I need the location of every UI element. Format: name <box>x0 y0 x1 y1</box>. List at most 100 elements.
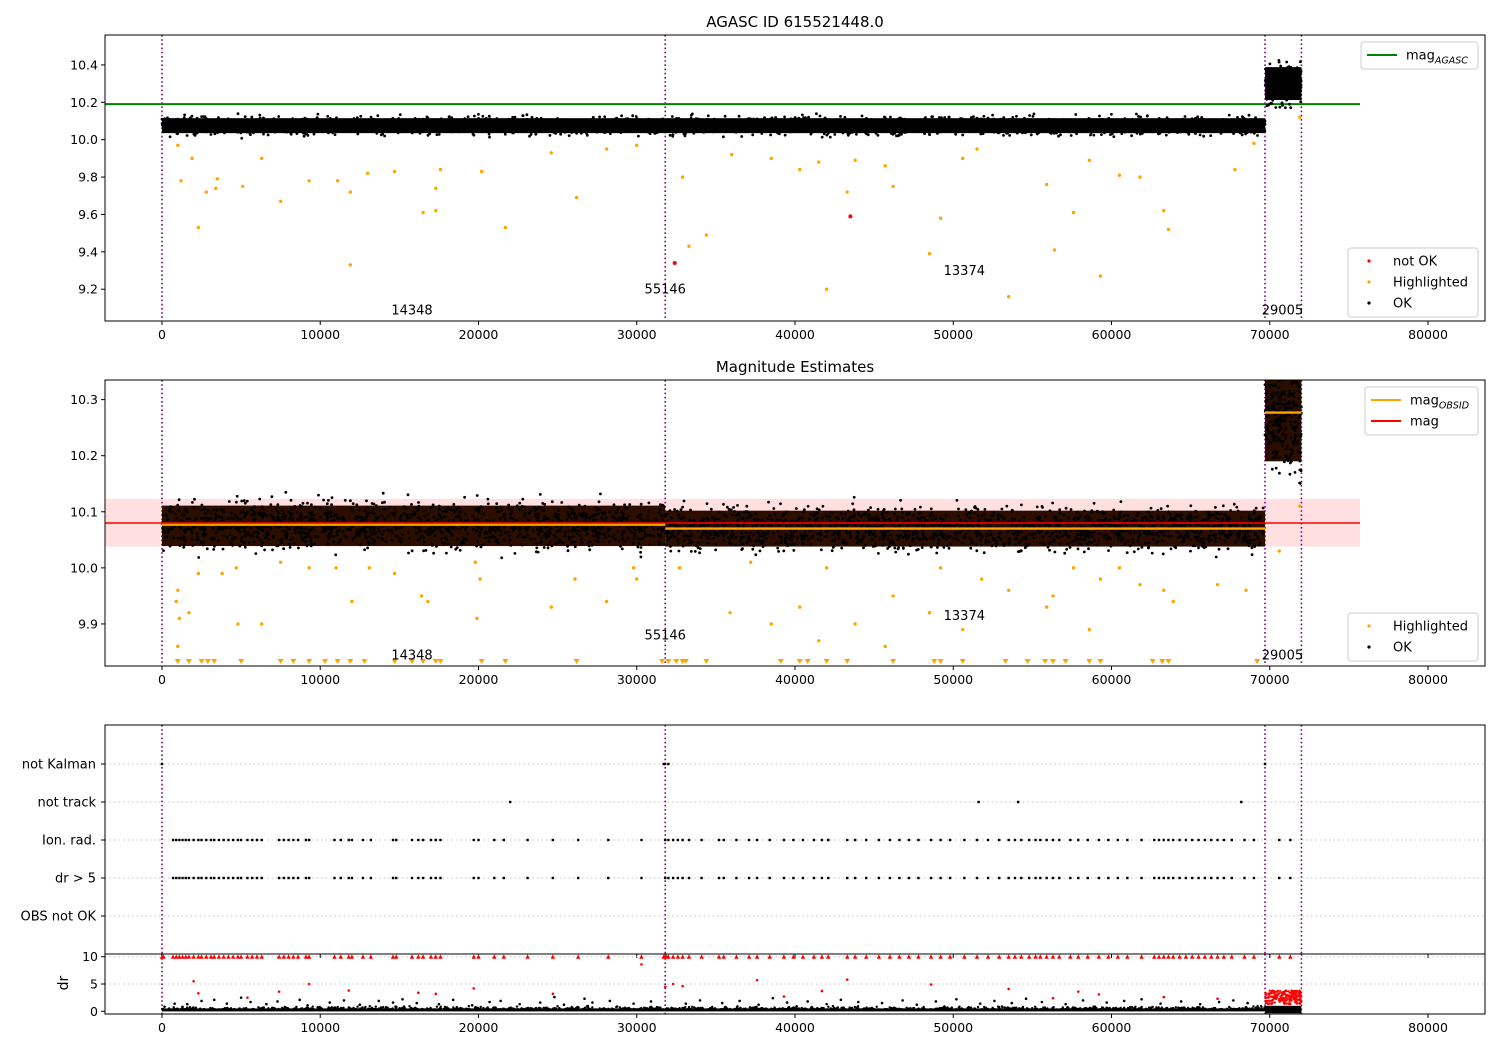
ok-point <box>1024 131 1027 134</box>
ok-point <box>1199 134 1202 137</box>
ok-point <box>768 120 771 123</box>
ok-point <box>1240 517 1243 520</box>
ok-point <box>1189 550 1192 553</box>
ok-point <box>849 520 852 523</box>
ok-point <box>254 552 257 555</box>
ok-point <box>1058 531 1061 534</box>
ok-point <box>676 127 679 130</box>
ok-point <box>680 508 683 511</box>
ok-point <box>391 539 394 542</box>
ok-point <box>256 121 259 124</box>
ok-point <box>840 547 843 550</box>
ok-point <box>897 118 900 121</box>
ok-point <box>623 503 626 506</box>
ok-point <box>720 532 723 535</box>
ok-point <box>508 118 511 121</box>
ok-point <box>476 518 479 521</box>
ok-point <box>914 508 917 511</box>
ok-point <box>261 526 264 529</box>
ok-point <box>511 116 514 119</box>
ok-point <box>602 126 605 129</box>
ok-point <box>387 515 390 518</box>
ok-point <box>693 520 696 523</box>
ok-point <box>1112 135 1115 138</box>
ok-point <box>567 505 570 508</box>
ok-point <box>1087 547 1090 550</box>
ok-point <box>1281 104 1284 107</box>
ok-point <box>449 509 452 512</box>
ok-point <box>484 118 487 121</box>
ok-point <box>1003 517 1006 520</box>
ok-point <box>352 537 355 540</box>
ok-point <box>436 125 439 128</box>
ok-point <box>1117 538 1120 541</box>
ok-point <box>555 120 558 123</box>
ok-point <box>1153 128 1156 131</box>
ok-point <box>399 519 402 522</box>
ok-point <box>865 117 868 120</box>
ok-point <box>823 128 826 131</box>
ok-point <box>216 131 219 134</box>
ok-point <box>731 514 734 517</box>
ok-point <box>467 129 470 132</box>
ok-point <box>179 526 182 529</box>
ok-point <box>887 538 890 541</box>
ok-point <box>632 542 635 545</box>
ok-point <box>1047 546 1050 549</box>
ok-point <box>1284 106 1287 109</box>
highlighted-point <box>197 226 200 229</box>
ok-point <box>329 117 332 120</box>
xtick-label: 0 <box>158 327 166 342</box>
ok-point <box>675 130 678 133</box>
ok-point <box>417 505 420 508</box>
ok-point <box>633 537 636 540</box>
ok-point <box>430 506 433 509</box>
ok-point <box>240 518 243 521</box>
ok-point <box>504 532 507 535</box>
ok-point <box>287 121 290 124</box>
ok-point <box>604 536 607 539</box>
ok-point <box>731 121 734 124</box>
ok-point <box>567 529 570 532</box>
ok-point <box>604 131 607 134</box>
ok-point <box>173 120 176 123</box>
ok-point <box>1297 95 1300 98</box>
ok-point <box>397 125 400 128</box>
ok-point <box>377 128 380 131</box>
ok-point <box>851 502 854 505</box>
ok-point <box>485 536 488 539</box>
ok-point <box>617 507 620 510</box>
ok-point <box>476 127 479 130</box>
ok-point <box>931 122 934 125</box>
ok-point <box>206 125 209 128</box>
ok-point <box>477 117 480 120</box>
ok-point <box>1207 122 1210 125</box>
ok-point <box>327 537 330 540</box>
ok-point <box>1241 115 1244 118</box>
ok-point <box>734 536 737 539</box>
ok-point <box>277 115 280 118</box>
ok-point <box>571 509 574 512</box>
ok-point <box>365 537 368 540</box>
ok-point <box>543 535 546 538</box>
ok-point <box>180 122 183 125</box>
ok-point <box>383 530 386 533</box>
ok-point <box>336 534 339 537</box>
ok-point <box>621 548 624 551</box>
ok-point <box>611 536 614 539</box>
ok-point <box>786 544 789 547</box>
ok-point <box>203 127 206 130</box>
ok-point <box>600 130 603 133</box>
ok-point <box>598 508 601 511</box>
ok-point <box>943 127 946 130</box>
ok-point <box>340 120 343 123</box>
ok-point <box>1217 517 1220 520</box>
ok-point <box>374 532 377 535</box>
ok-point <box>223 132 226 135</box>
ok-point <box>746 517 749 520</box>
ok-point <box>651 520 654 523</box>
ok-point <box>1298 85 1301 88</box>
ok-point <box>297 518 300 521</box>
